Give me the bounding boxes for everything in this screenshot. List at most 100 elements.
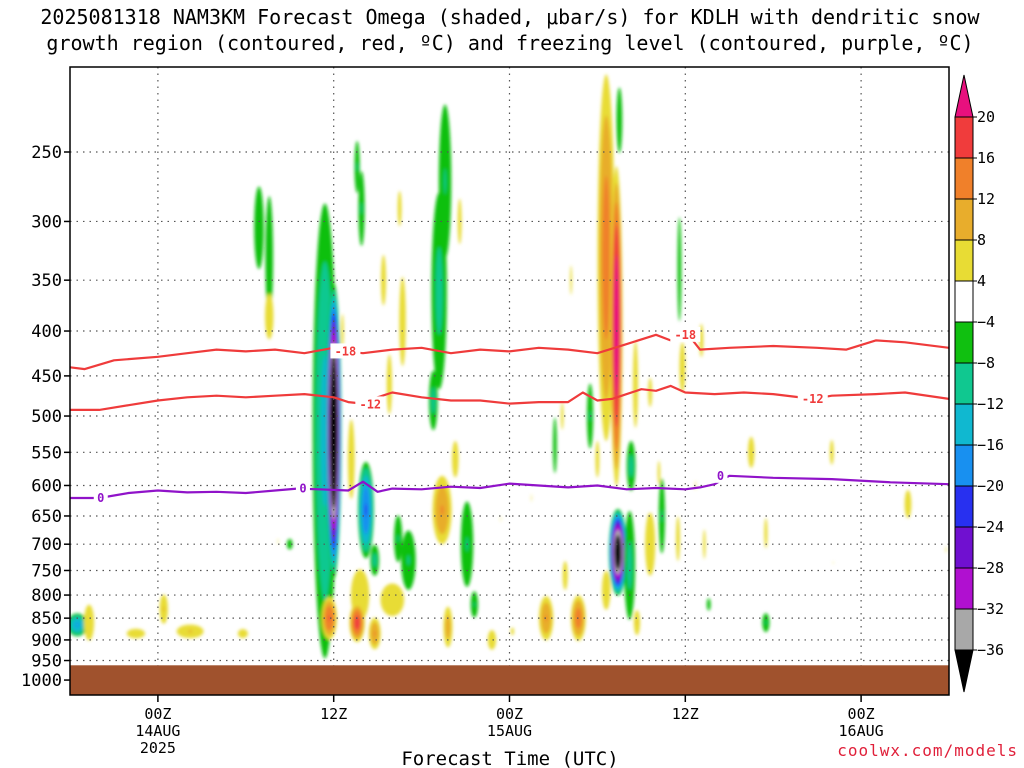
omega-cell-34 — [431, 192, 447, 390]
colorbar-tick-label: −24 — [977, 518, 1004, 536]
omega-shade — [329, 353, 338, 509]
contour-label: -18 — [335, 344, 357, 358]
x-tick-label: 12Z — [320, 705, 347, 723]
omega-shade — [657, 460, 661, 485]
omega-shade — [254, 186, 264, 269]
omega-cell-10 — [265, 293, 274, 340]
colorbar-bin — [954, 280, 974, 323]
omega-cell-72 — [764, 518, 768, 549]
omega-cell-25 — [394, 515, 403, 563]
colorbar-bin-top — [954, 74, 974, 118]
colorbar-bin — [954, 321, 974, 364]
omega-shade — [431, 387, 436, 414]
contour-line-0 — [70, 474, 949, 500]
omega-shade — [552, 417, 557, 474]
chart-title: 2025081318 NAM3KM Forecast Omega (shaded… — [40, 5, 980, 55]
omega-cell-28 — [386, 354, 392, 415]
omega-shade — [510, 627, 515, 636]
omega-cell-22 — [354, 140, 360, 193]
colorbar-bin — [954, 198, 974, 241]
omega-shade — [452, 440, 459, 478]
omega-cell-39 — [487, 630, 497, 650]
colorbar-bin — [954, 567, 974, 610]
colorbar-bin — [954, 116, 974, 159]
omega-shade — [765, 621, 767, 625]
omega-shade — [904, 490, 912, 519]
omega-shade — [616, 87, 623, 153]
omega-shade — [629, 454, 634, 478]
omega-cell-68 — [703, 529, 706, 559]
omega-cell-43 — [538, 596, 554, 641]
omega-shade — [440, 505, 444, 516]
omega-cell-15 — [347, 419, 355, 499]
contour-label: 0 — [299, 482, 306, 496]
omega-shade — [632, 340, 639, 428]
y-tick-label: 750 — [31, 561, 62, 581]
y-axis: 2503003504004505005506006507007508008509… — [21, 143, 70, 691]
omega-shade — [347, 419, 355, 499]
omega-shade — [706, 598, 711, 611]
omega-shade — [627, 541, 633, 590]
omega-shade — [677, 217, 682, 322]
omega-shade — [265, 196, 274, 320]
title-line-1: 2025081318 NAM3KM Forecast Omega (shaded… — [40, 5, 980, 29]
omega-cell-58 — [632, 340, 639, 428]
omega-shade — [747, 436, 755, 468]
omega-cell-24 — [380, 583, 405, 617]
omega-shade — [945, 547, 947, 553]
omega-cell-38 — [470, 591, 478, 618]
x-tick-label: 00Z — [496, 705, 523, 723]
omega-cell-66 — [679, 342, 686, 393]
omega-shade — [286, 538, 293, 550]
omega-shade — [328, 615, 331, 622]
omega-shade — [364, 503, 367, 517]
omega-cell-20 — [368, 617, 381, 650]
contour-label-bg — [295, 480, 310, 496]
contour-label-bg — [670, 326, 701, 342]
omega-cell-64 — [676, 516, 680, 562]
temperature-contours: -18 -18 -12 -12 0 0 0 — [70, 326, 949, 505]
omega-shade — [457, 198, 462, 245]
omega-cell-41 — [510, 627, 515, 636]
y-tick-label: 500 — [31, 407, 62, 427]
omega-shade — [595, 440, 600, 478]
colorbar-tick-label: −16 — [977, 436, 1004, 454]
omega-cell-60 — [645, 512, 656, 576]
y-tick-label: 1000 — [21, 671, 62, 691]
omega-cell-30 — [452, 440, 459, 478]
colorbar-tick-label: 4 — [977, 272, 986, 290]
plot-area: -18 -18 -12 -12 0 0 0 — [70, 67, 949, 695]
colorbar-tick-label: −8 — [977, 354, 995, 372]
omega-shade — [764, 518, 768, 549]
omega-cell-23 — [380, 254, 387, 306]
omega-shade — [356, 162, 358, 172]
omega-shade — [473, 602, 475, 607]
omega-cell-73 — [762, 613, 770, 633]
colorbar-tick-label: −4 — [977, 313, 995, 331]
omega-cell-76 — [904, 490, 912, 519]
y-tick-label: 850 — [31, 609, 62, 629]
colorbar-tick-label: 20 — [977, 108, 995, 126]
omega-cell-56 — [633, 610, 641, 636]
omega-shade — [445, 615, 451, 639]
x-tick-sublabel: 14AUG — [135, 722, 180, 740]
omega-cell-55 — [624, 510, 636, 620]
credit-text: coolwx.com/models — [837, 741, 1018, 760]
omega-shade — [380, 254, 387, 306]
omega-shade — [237, 629, 248, 638]
omega-cell-70 — [706, 598, 711, 611]
colorbar-bin — [954, 403, 974, 446]
omega-cell-0 — [70, 613, 88, 637]
omega-cell-63 — [657, 460, 661, 485]
colorbar-bin — [954, 608, 974, 651]
contour-line--12 — [70, 384, 949, 411]
omega-shade — [397, 534, 399, 543]
omega-cell-3 — [126, 628, 146, 639]
omega-cell-2 — [159, 594, 168, 624]
omega-shade — [361, 202, 363, 215]
colorbar-bin-bottom — [954, 649, 974, 693]
contour-label-bg — [93, 489, 108, 505]
colorbar-tick-label: 12 — [977, 190, 995, 208]
